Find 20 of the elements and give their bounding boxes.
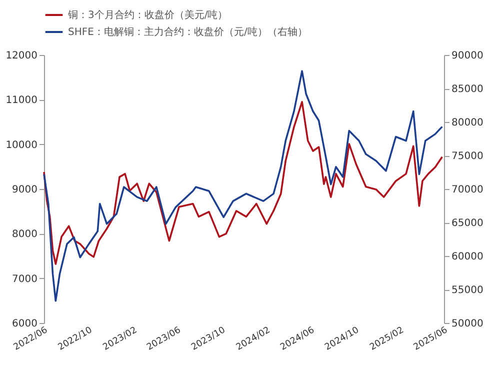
legend-label: SHFE：电解铜：主力合约：收盘价（元/吨）（右轴） (68, 26, 308, 38)
y-tick-label: 8000 (12, 229, 38, 240)
y2-tick-label: 65000 (452, 218, 484, 229)
y2-tick-label: 85000 (452, 84, 484, 95)
y2-tick-label: 75000 (452, 151, 484, 162)
y2-tick-label: 70000 (452, 184, 484, 196)
y2-tick-label: 60000 (452, 252, 484, 262)
y2-tick-label: 90000 (452, 50, 484, 62)
y-tick-label: 10000 (6, 140, 38, 151)
y2-tick-label: 80000 (452, 118, 484, 128)
line-series (43, 101, 444, 265)
line-series (43, 70, 444, 302)
y-tick-label: 7000 (12, 274, 38, 285)
y-tick-label: 12000 (6, 50, 38, 62)
y2-tick-label: 55000 (452, 285, 484, 296)
legend-label: 铜：3个月合约：收盘价（美元/吨） (67, 9, 228, 21)
y-tick-label: 6000 (12, 318, 38, 330)
y2-tick-label: 50000 (452, 318, 484, 330)
y-tick-label: 11000 (6, 95, 38, 106)
y-tick-label: 9000 (12, 184, 38, 196)
